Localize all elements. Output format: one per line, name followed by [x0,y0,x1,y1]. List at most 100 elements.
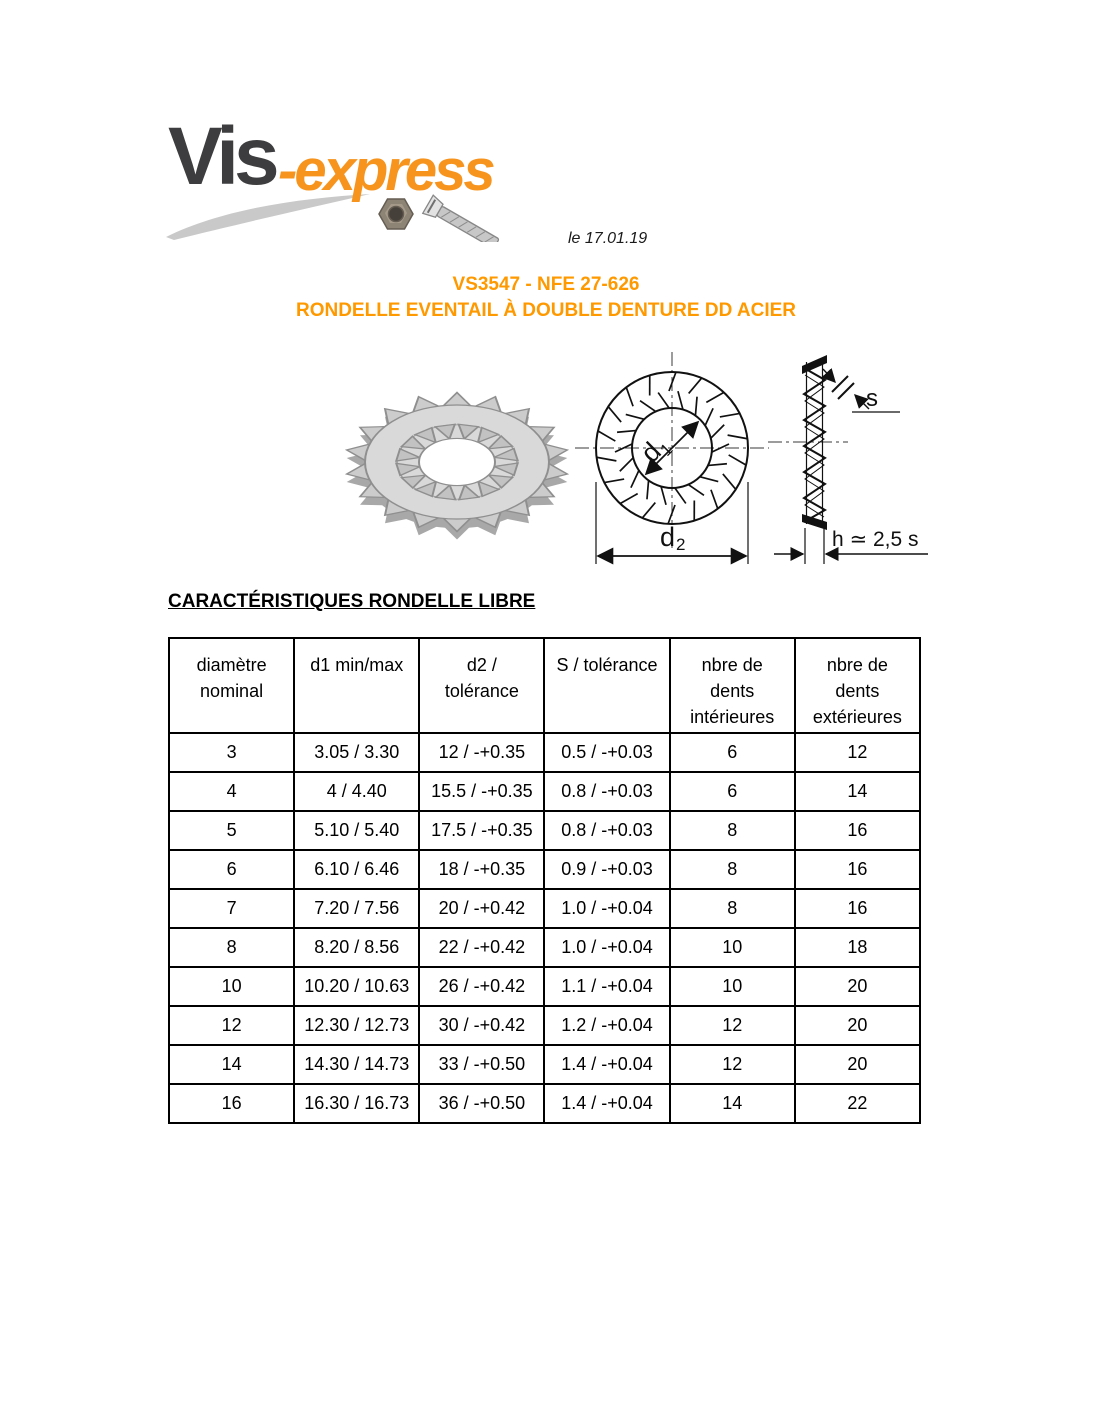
table-cell: 14 [167,1044,296,1085]
table-cell: 7 [167,888,296,929]
table-cell: 1.0 / -+0.04 [543,888,671,929]
table-cell: 20 [793,1005,922,1046]
logo-text-vis: Vis [168,111,280,202]
table-cell: 6 [167,849,296,890]
table-cell: 1.1 / -+0.04 [543,966,671,1007]
table-row: 7 7.20 / 7.56 20 / -+0.42 1.0 / -+0.04 8 16 [167,888,922,929]
outer-edge-circle [595,371,749,525]
col-header-dents-exterieures: nbre de dents extérieures [793,637,922,734]
table-cell: 8 [167,927,296,968]
front-view-svg: d 1 d 2 [575,352,769,565]
table-cell: 20 / -+0.42 [418,888,546,929]
section-heading: CARACTÉRISTIQUES RONDELLE LIBRE [168,591,536,612]
col-header-d1-min-max: d1 min/max [293,637,421,734]
table-cell: 0.5 / -+0.03 [543,732,671,773]
table-row: 8 8.20 / 8.56 22 / -+0.42 1.0 / -+0.04 10 18 [167,927,922,968]
table-cell: 12.30 / 12.73 [293,1005,421,1046]
document-date: le 17.01.19 [568,230,648,247]
s-gauge-line-2 [837,382,855,400]
table-cell: 14.30 / 14.73 [293,1044,421,1085]
table-cell: 1.4 / -+0.04 [543,1083,671,1124]
document-title: VS3547 - NFE 27-626 RONDELLE EVENTAIL À … [0,272,1092,324]
table-cell: 12 [668,1044,796,1085]
table-cell: 1.0 / -+0.04 [543,927,671,968]
bottom-cap [802,514,827,530]
s-leader-arrow-bottom [854,394,870,410]
table-cell: 12 [668,1005,796,1046]
table-cell: 10.20 / 10.63 [293,966,421,1007]
table-cell: 17.5 / -+0.35 [418,810,546,851]
table-cell: 20 [793,1044,922,1085]
table-cell: 4 [167,771,296,812]
table-cell: 1.2 / -+0.04 [543,1005,671,1046]
table-row: 12 12.30 / 12.73 30 / -+0.42 1.2 / -+0.04 12… [167,1005,922,1046]
serration-zigzag-inner [804,374,825,518]
washer-topside [343,391,571,533]
table-row: 14 14.30 / 14.73 33 / -+0.50 1.4 / -+0.04 12… [167,1044,922,1085]
table-cell: 8 [668,849,796,890]
table-cell: 5.10 / 5.40 [293,810,421,851]
s-gauge-line-1 [831,375,849,393]
serration-zigzag [802,367,828,523]
hex-nut [378,198,414,230]
table-row: 16 16.30 / 16.73 36 / -+0.50 1.4 / -+0.04 14… [167,1083,922,1124]
title-line-2: RONDELLE EVENTAIL À DOUBLE DENTURE DD AC… [295,300,796,321]
table-cell: 30 / -+0.42 [418,1005,546,1046]
table-cell: 5 [167,810,296,851]
table-cell: 3.05 / 3.30 [293,732,421,773]
table-cell: 26 / -+0.42 [418,966,546,1007]
table-header-row: diamètre nominal d1 min/max d2 / toléran… [167,637,922,734]
table-cell: 16 [793,888,922,929]
table-cell: 3 [167,732,296,773]
side-view-svg: s h ≃ 2,5 s [768,355,928,564]
inner-hole-circle [631,407,713,489]
table-cell: 14 [793,771,922,812]
table-cell: 36 / -+0.50 [418,1083,546,1124]
title-line-1: VS3547 - NFE 27-626 [452,274,640,295]
table-cell: 16 [793,849,922,890]
nut-and-bolt-image [378,194,500,242]
characteristics-table: diamètre nominal d1 min/max d2 / toléran… [167,637,922,1124]
table-row: 5 5.10 / 5.40 17.5 / -+0.35 0.8 / -+0.03 8 16 [167,810,922,851]
h-dimension-label: h ≃ 2,5 s [832,528,918,551]
table-cell: 4 / 4.40 [293,771,421,812]
table-cell: 8 [668,888,796,929]
table-cell: 6 [668,771,796,812]
table-cell: 0.8 / -+0.03 [543,810,671,851]
table-cell: 10 [668,927,796,968]
table-cell: 33 / -+0.50 [418,1044,546,1085]
vis-express-logo: Vis -express [166,111,548,246]
table-row: 10 10.20 / 10.63 26 / -+0.42 1.1 / -+0.04 10… [167,966,922,1007]
washer-photo [330,378,585,555]
table-cell: 15.5 / -+0.35 [418,771,546,812]
logo-swoosh [166,194,370,240]
table-cell: 16.30 / 16.73 [293,1083,421,1124]
screw-shank [421,194,500,242]
table-cell: 12 [793,732,922,773]
table-cell: 14 [668,1083,796,1124]
table-cell: 1.4 / -+0.04 [543,1044,671,1085]
table-cell: 12 [167,1005,296,1046]
table-cell: 20 [793,966,922,1007]
table-row: 6 6.10 / 6.46 18 / -+0.35 0.9 / -+0.03 8 16 [167,849,922,890]
col-header-s-tolerance: S / tolérance [543,637,671,734]
table-cell: 8.20 / 8.56 [293,927,421,968]
table-cell: 18 / -+0.35 [418,849,546,890]
table-cell: 10 [668,966,796,1007]
table-cell: 12 / -+0.35 [418,732,546,773]
d1-dimension-arrow [644,420,700,476]
table-cell: 22 [793,1083,922,1124]
s-leader-arrow-top [821,367,836,384]
table-cell: 6 [668,732,796,773]
col-header-dents-interieures: nbre de dents intérieures [668,637,796,734]
table-cell: 0.9 / -+0.03 [543,849,671,890]
serrated-washer-image [343,391,571,540]
table-cell: 16 [167,1083,296,1124]
side-view-drawing: s h ≃ 2,5 s [768,342,943,579]
table-cell: 16 [793,810,922,851]
table-cell: 6.10 / 6.46 [293,849,421,890]
d2-dimension-label: d [660,522,675,552]
s-dimension-label: s [866,385,878,412]
